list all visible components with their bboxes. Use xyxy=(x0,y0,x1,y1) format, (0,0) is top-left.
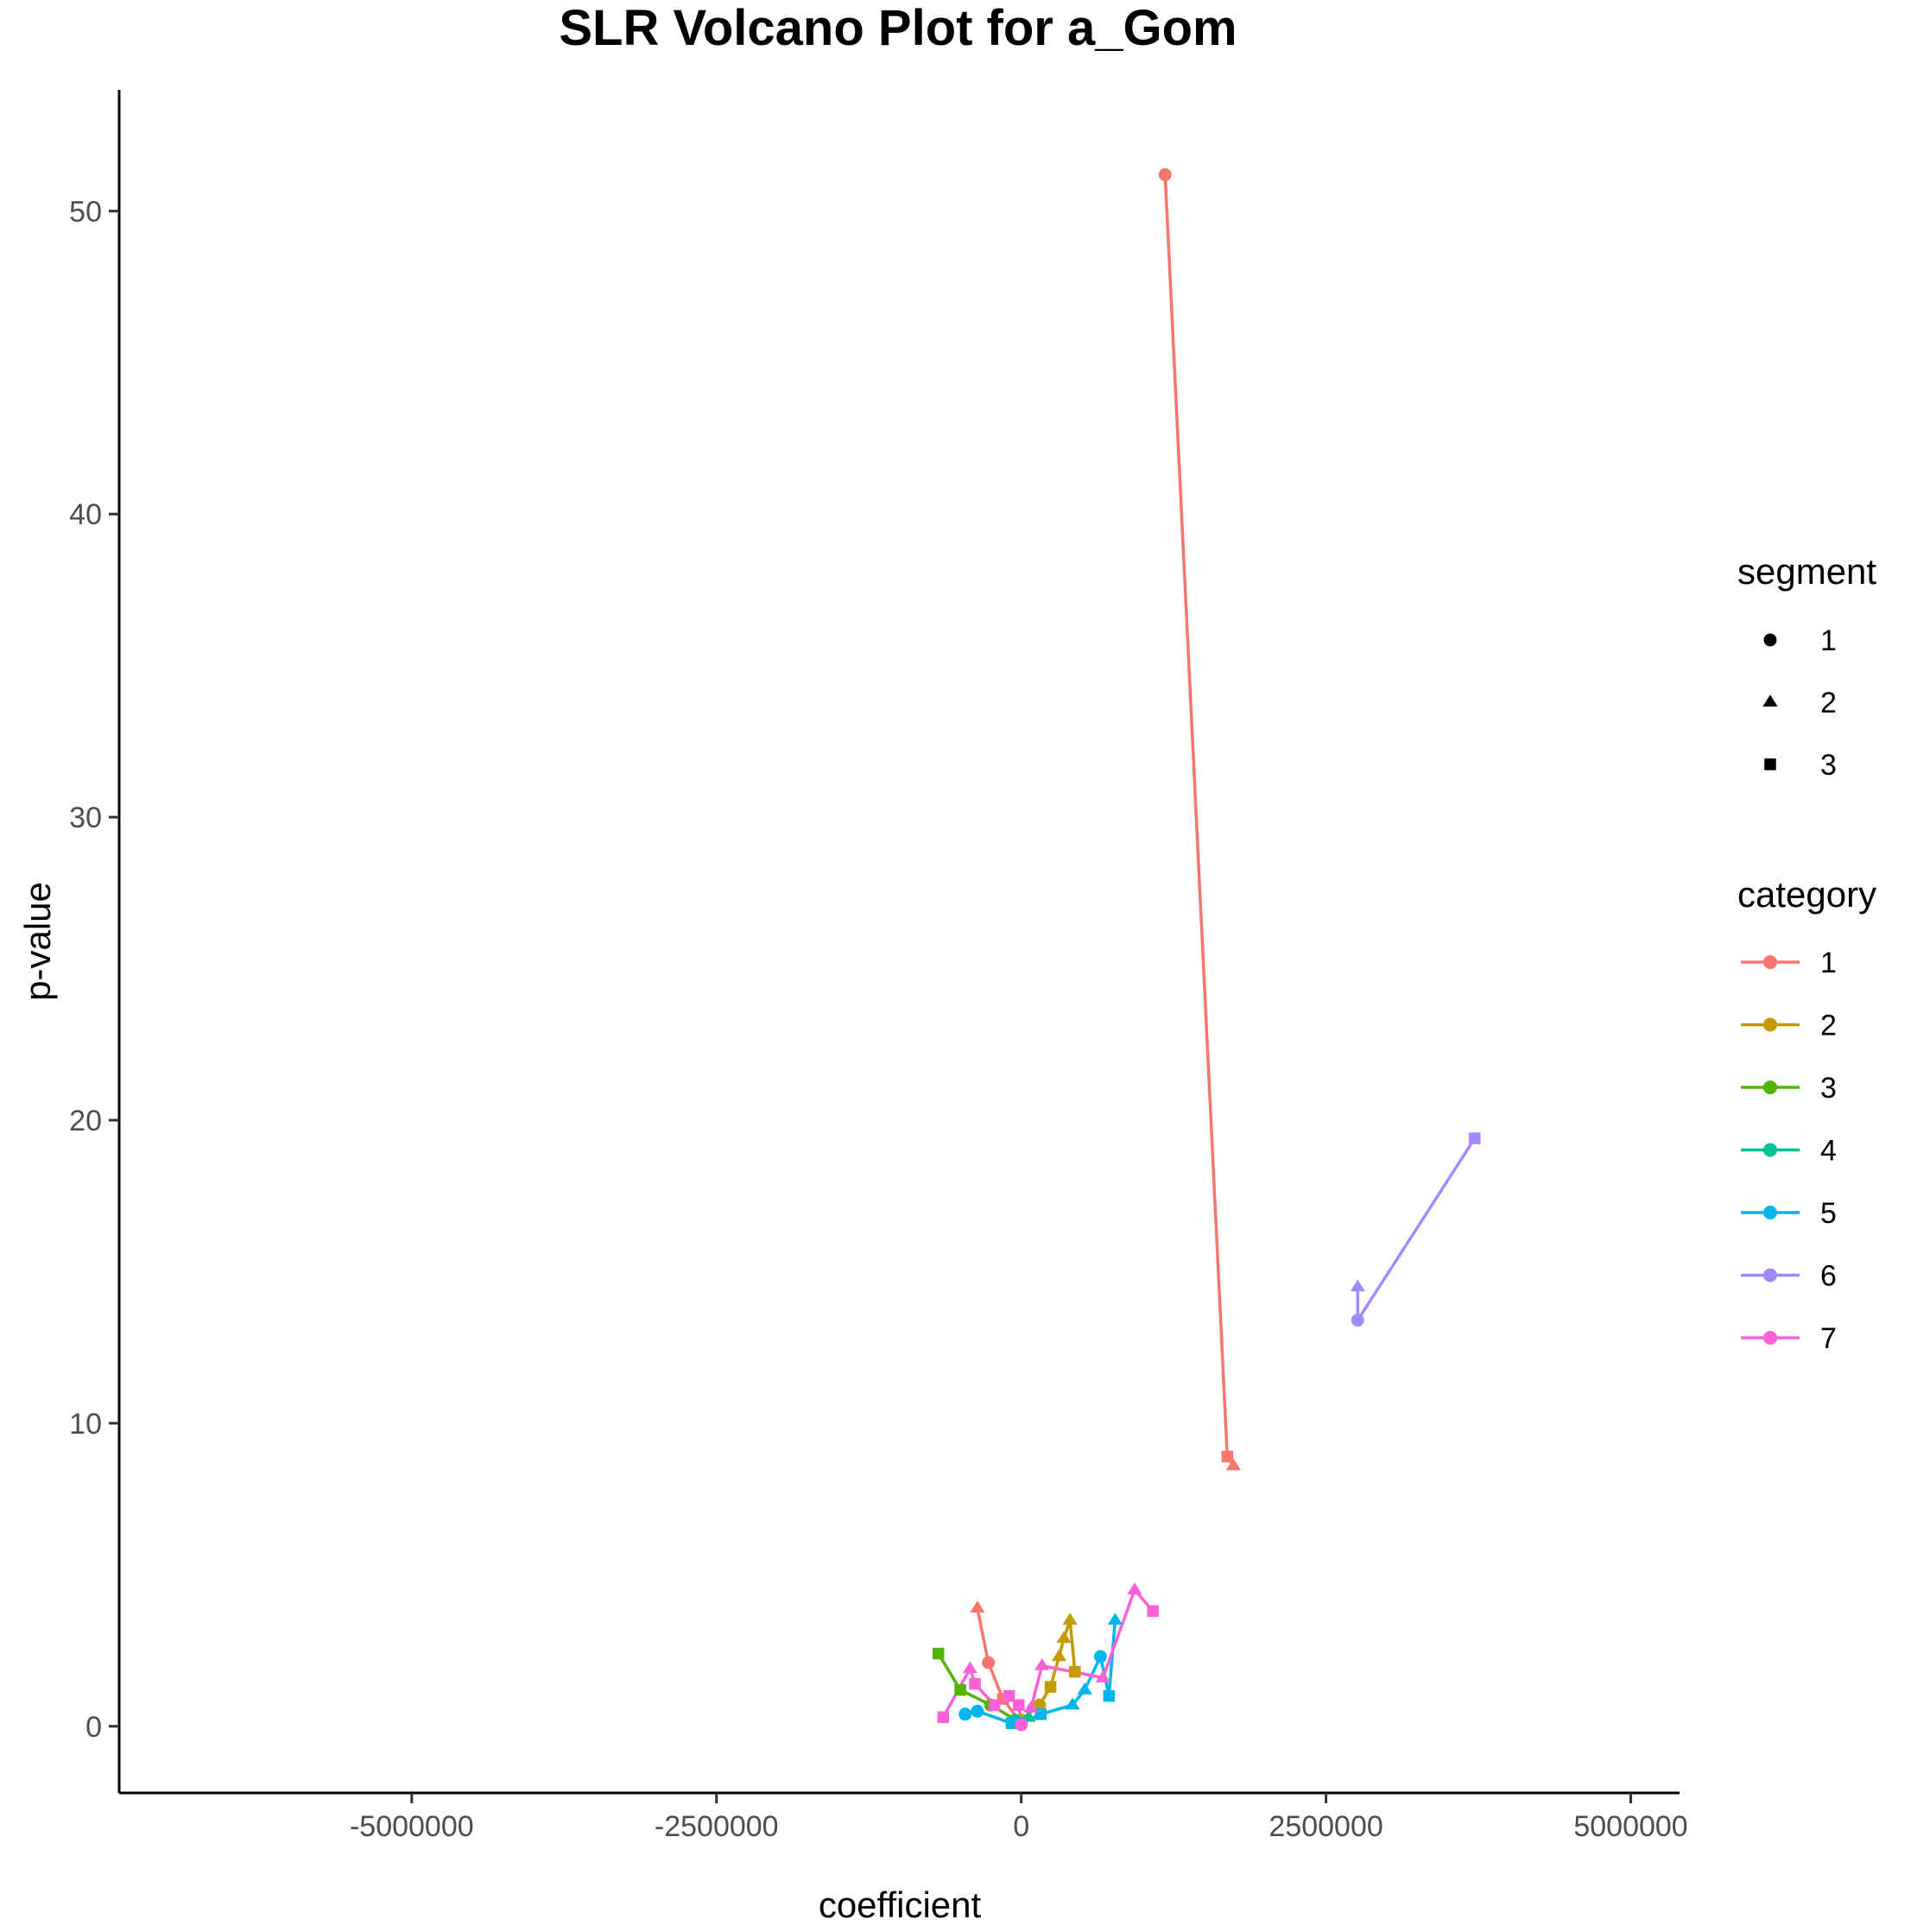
data-point xyxy=(982,1656,996,1669)
data-point xyxy=(1044,1681,1057,1693)
color-legend-key xyxy=(1763,955,1777,969)
data-point xyxy=(1034,1658,1050,1670)
data-point xyxy=(1005,1717,1018,1730)
data-point xyxy=(1065,1697,1080,1710)
color-legend-key xyxy=(1763,1331,1777,1345)
data-point xyxy=(1015,1718,1028,1732)
y-axis-label: p-value xyxy=(17,882,58,1001)
data-point xyxy=(1469,1132,1481,1144)
data-point xyxy=(1103,1689,1116,1702)
data-point xyxy=(1013,1699,1025,1711)
data-point xyxy=(937,1711,950,1724)
y-tick-label: 50 xyxy=(69,195,102,228)
x-tick-label: 0 xyxy=(1013,1810,1029,1843)
shape-legend-title: segment xyxy=(1737,551,1876,592)
data-point xyxy=(1127,1582,1142,1595)
color-legend-label: 7 xyxy=(1820,1322,1837,1355)
data-point xyxy=(988,1699,1001,1711)
data-point xyxy=(971,1704,984,1718)
data-point xyxy=(1069,1665,1081,1678)
y-tick-label: 30 xyxy=(69,801,102,834)
color-legend-label: 6 xyxy=(1820,1260,1837,1293)
shape-legend-label: 3 xyxy=(1820,749,1837,782)
series-line-category-1 xyxy=(976,1607,1023,1725)
data-point xyxy=(1033,1698,1047,1712)
x-axis-label: coefficient xyxy=(819,1884,982,1925)
data-point xyxy=(1221,1450,1234,1463)
y-tick-label: 0 xyxy=(85,1711,102,1744)
data-point xyxy=(962,1661,978,1674)
color-legend-key xyxy=(1763,1143,1777,1157)
color-legend-label: 3 xyxy=(1820,1072,1837,1105)
color-legend-key xyxy=(1763,1206,1777,1219)
x-tick-label: 5000000 xyxy=(1573,1810,1687,1843)
data-point xyxy=(1350,1279,1365,1292)
data-point xyxy=(1051,1649,1067,1662)
data-point xyxy=(1147,1605,1159,1618)
color-legend-key xyxy=(1763,1017,1777,1032)
data-point xyxy=(1093,1650,1107,1663)
series-line-category-3 xyxy=(937,1652,1022,1725)
shape-legend-label: 2 xyxy=(1820,687,1837,719)
data-point xyxy=(970,1600,985,1613)
series-line-category-1 xyxy=(1163,174,1235,1467)
y-axis-ticks: 0 10 20 30 40 50 xyxy=(69,195,119,1744)
color-legend-key xyxy=(1763,1268,1777,1283)
data-point xyxy=(1158,168,1172,181)
y-tick-label: 20 xyxy=(69,1105,102,1137)
color-legend-label: 5 xyxy=(1820,1197,1837,1230)
plot-area xyxy=(932,168,1481,1732)
shape-legend-key xyxy=(1762,694,1778,707)
data-point xyxy=(1077,1682,1092,1694)
chart-title: SLR Volcano Plot for a_Gom xyxy=(559,0,1237,56)
x-axis-ticks: -5000000 -2500000 0 2500000 5000000 xyxy=(350,1793,1688,1843)
shape-legend-key xyxy=(1763,633,1777,647)
data-point xyxy=(969,1677,981,1690)
data-point xyxy=(1056,1631,1072,1644)
color-legend-label: 1 xyxy=(1820,947,1837,979)
y-tick-label: 40 xyxy=(69,498,102,531)
data-point xyxy=(1225,1458,1241,1471)
y-tick-label: 10 xyxy=(69,1408,102,1441)
data-point xyxy=(932,1647,945,1660)
data-point xyxy=(958,1707,972,1721)
data-point xyxy=(1351,1314,1364,1327)
shape-legend-label: 1 xyxy=(1820,624,1837,657)
series-line-category-6 xyxy=(1356,1137,1477,1322)
color-legend-label: 4 xyxy=(1820,1135,1837,1168)
x-tick-label: 2500000 xyxy=(1269,1810,1382,1843)
shape-legend-key xyxy=(1764,758,1776,770)
x-tick-label: -5000000 xyxy=(350,1810,474,1843)
data-point xyxy=(1107,1612,1123,1625)
data-point xyxy=(1095,1670,1110,1682)
color-legend-key xyxy=(1763,1080,1777,1094)
legend: segment 1 2 3 category 1 2 3 4 5 6 7 xyxy=(1737,551,1876,1355)
data-point xyxy=(1023,1701,1039,1713)
data-point xyxy=(1034,1708,1047,1720)
color-legend-label: 2 xyxy=(1820,1010,1837,1042)
data-point xyxy=(1062,1612,1078,1625)
data-point xyxy=(1003,1689,1015,1702)
data-point xyxy=(954,1683,966,1696)
color-legend-title: category xyxy=(1737,874,1876,915)
x-tick-label: -2500000 xyxy=(655,1810,779,1843)
